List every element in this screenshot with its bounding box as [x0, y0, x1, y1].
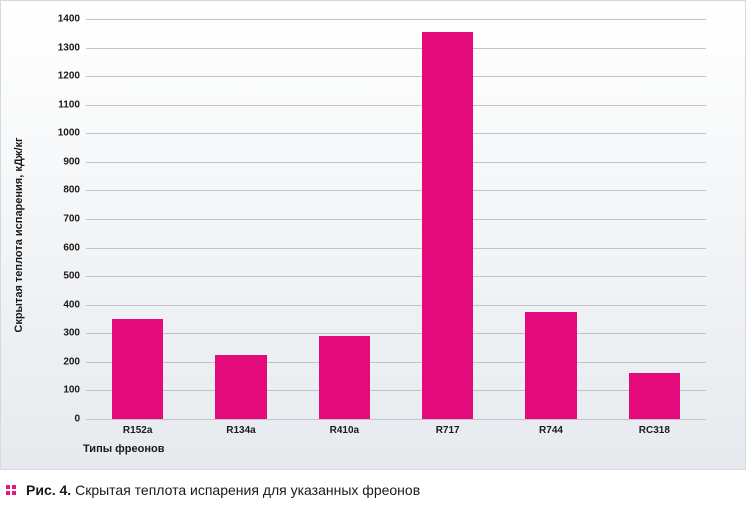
- gridline: [86, 76, 706, 77]
- y-tick-label: 1300: [58, 42, 86, 53]
- bar: [525, 312, 577, 419]
- figure-label: Рис. 4.: [26, 482, 71, 498]
- caption-bullet-icon: [6, 485, 16, 495]
- y-tick-label: 1200: [58, 71, 86, 82]
- bar: [112, 319, 164, 419]
- gridline: [86, 276, 706, 277]
- x-tick-label: R744: [539, 425, 563, 436]
- y-tick-label: 700: [63, 214, 86, 225]
- bar: [215, 355, 267, 419]
- gridline: [86, 162, 706, 163]
- y-tick-label: 500: [63, 271, 86, 282]
- gridline: [86, 133, 706, 134]
- x-tick-label: R410a: [330, 425, 359, 436]
- gridline: [86, 219, 706, 220]
- y-tick-label: 600: [63, 242, 86, 253]
- y-tick-label: 1000: [58, 128, 86, 139]
- gridline: [86, 105, 706, 106]
- gridline: [86, 190, 706, 191]
- x-axis-label: Типы фреонов: [83, 443, 164, 455]
- plot-region: 0100200300400500600700800900100011001200…: [86, 19, 706, 419]
- y-tick-label: 800: [63, 185, 86, 196]
- figure-caption: Рис. 4. Скрытая теплота испарения для ук…: [0, 470, 746, 510]
- gridline: [86, 305, 706, 306]
- y-tick-label: 200: [63, 356, 86, 367]
- gridline: [86, 19, 706, 20]
- y-tick-label: 900: [63, 156, 86, 167]
- gridline: [86, 419, 706, 420]
- gridline: [86, 390, 706, 391]
- gridline: [86, 362, 706, 363]
- y-tick-label: 1100: [58, 99, 86, 110]
- gridline: [86, 333, 706, 334]
- gridline: [86, 248, 706, 249]
- y-axis-label: Скрытая теплота испарения, кДж/кг: [13, 137, 25, 332]
- y-tick-label: 400: [63, 299, 86, 310]
- gridline: [86, 48, 706, 49]
- y-tick-label: 100: [63, 385, 86, 396]
- caption-text: Рис. 4. Скрытая теплота испарения для ук…: [26, 482, 420, 498]
- y-tick-label: 300: [63, 328, 86, 339]
- x-tick-label: R134a: [226, 425, 255, 436]
- y-tick-label: 1400: [58, 14, 86, 25]
- caption-body: Скрытая теплота испарения для указанных …: [75, 482, 420, 498]
- x-tick-label: R717: [436, 425, 460, 436]
- x-tick-label: R152a: [123, 425, 152, 436]
- chart-container: Скрытая теплота испарения, кДж/кг 010020…: [0, 0, 746, 470]
- y-tick-label: 0: [74, 414, 86, 425]
- x-tick-label: RC318: [639, 425, 670, 436]
- bar: [422, 32, 474, 419]
- bar: [629, 373, 681, 419]
- bar: [319, 336, 371, 419]
